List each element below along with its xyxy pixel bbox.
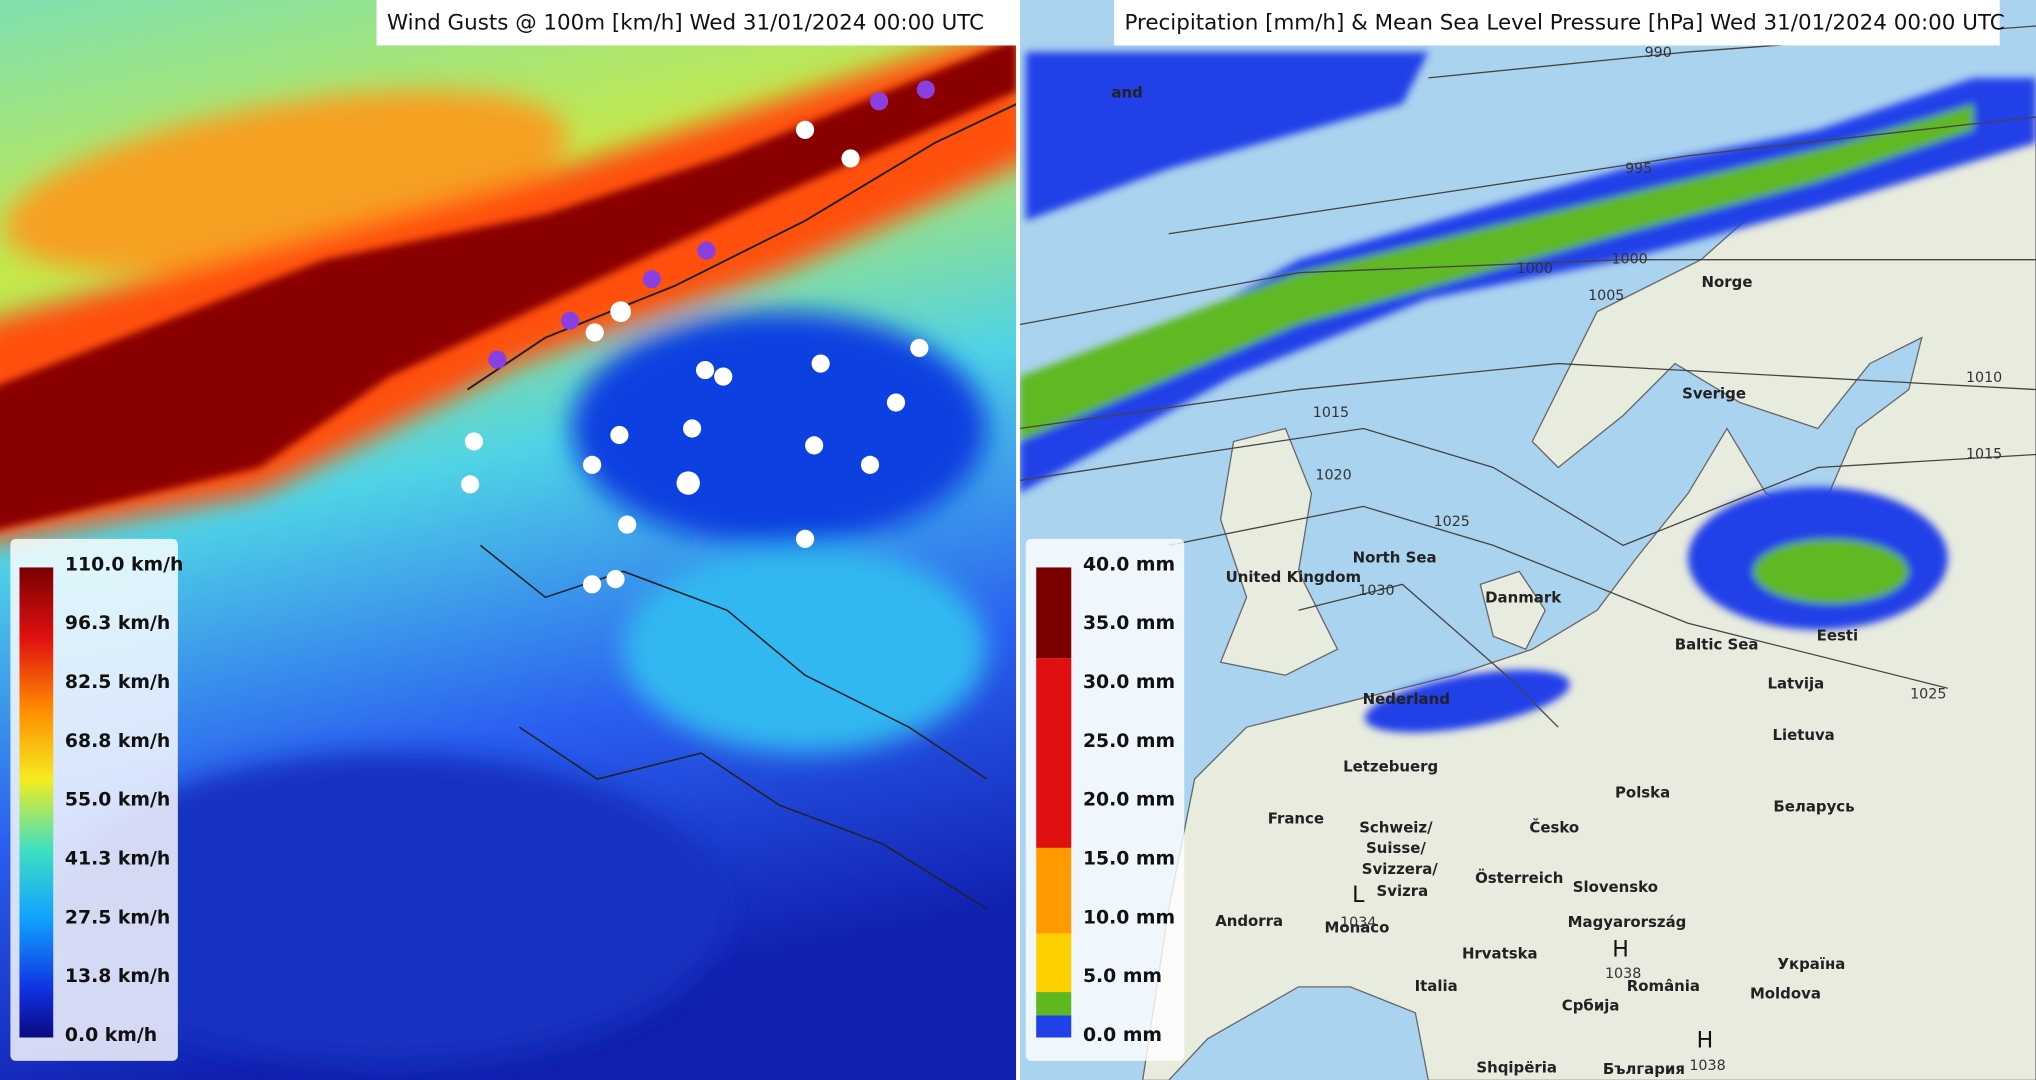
legend-label: 0.0 mm [1083, 1025, 1162, 1046]
legend-label: 5.0 mm [1083, 966, 1162, 987]
title-box [1114, 0, 2000, 46]
legend-label: 10.0 mm [1083, 907, 1175, 928]
place-label: Беларусь [1773, 798, 1854, 816]
place-label: France [1268, 809, 1324, 827]
place-label: Schweiz/ [1359, 818, 1433, 836]
legend-label: 40.0 mm [1083, 554, 1175, 575]
legend-label: 41.3 km/h [65, 848, 170, 869]
legend-label: 13.8 km/h [65, 966, 170, 987]
place-label: Polska [1615, 783, 1670, 801]
place-label: Slovensko [1573, 878, 1658, 896]
legend-label: 110.0 km/h [65, 554, 183, 575]
isobar-label: 1000 [1517, 261, 1553, 277]
place-label: Österreich [1475, 869, 1563, 887]
isobar-label: 1000 [1611, 252, 1647, 268]
isobar-label: 995 [1625, 161, 1652, 177]
legend-label: 82.5 km/h [65, 672, 170, 693]
isobar-label: 1020 [1315, 467, 1351, 483]
place-label: România [1627, 977, 1700, 995]
place-label: Україна [1777, 955, 1845, 973]
place-label: Magyarország [1568, 913, 1687, 931]
isobar-label: 1015 [1313, 405, 1349, 421]
legend-label: 0.0 km/h [65, 1025, 157, 1046]
place-label: Shqipëria [1476, 1059, 1557, 1077]
isobar-label: 1010 [1966, 370, 2002, 386]
pressure-center: H [1612, 938, 1629, 963]
place-label: Moldova [1750, 985, 1821, 1003]
isobar-label: 1038 [1689, 1058, 1725, 1074]
place-label: Lietuva [1772, 726, 1834, 744]
place-label: Suisse/ [1366, 839, 1426, 857]
isobar-label: 990 [1645, 45, 1672, 61]
legend-label: 55.0 km/h [65, 790, 170, 811]
isobar-label: 1025 [1434, 514, 1470, 530]
isobar-label: 1034 [1340, 915, 1376, 931]
legend-label: 35.0 mm [1083, 613, 1175, 634]
place-label: and [1111, 83, 1142, 101]
legend-label: 68.8 km/h [65, 731, 170, 752]
isobar-label: 1038 [1605, 966, 1641, 982]
pressure-center: L [1352, 883, 1365, 908]
place-label: Eesti [1817, 626, 1858, 644]
place-label: Latvija [1767, 674, 1824, 692]
pressure-center: H [1697, 1028, 1714, 1053]
precip-map: Precipitation [mm/h] & Mean Sea Level Pr… [1019, 0, 2036, 1080]
place-label: България [1603, 1060, 1685, 1078]
legend-label: 30.0 mm [1083, 672, 1175, 693]
legend-label: 20.0 mm [1083, 790, 1175, 811]
color-bar [19, 567, 54, 1038]
place-label: Србија [1562, 996, 1620, 1014]
place-label: Norge [1702, 273, 1753, 291]
place-label: Letzebuerg [1343, 757, 1438, 775]
legend-label: 25.0 mm [1083, 731, 1175, 752]
place-label: Hrvatska [1462, 944, 1538, 962]
panel-title: Wind Gusts @ 100m [km/h] Wed 31/01/2024 … [387, 10, 984, 35]
place-label: Monaco [1324, 918, 1389, 936]
place-label: Svizra [1377, 882, 1429, 900]
place-label: Nederland [1363, 690, 1450, 708]
place-label: Andorra [1215, 912, 1283, 930]
place-label: Svizzera/ [1362, 860, 1439, 878]
legend-label: 96.3 km/h [65, 613, 170, 634]
isobar-label: 1025 [1910, 687, 1946, 703]
title-box [376, 0, 1017, 46]
place-label: Italia [1415, 977, 1458, 995]
place-label: North Sea [1353, 548, 1437, 566]
color-bar [1036, 567, 1072, 1038]
isobar-label: 1015 [1966, 446, 2002, 462]
legend-label: 15.0 mm [1083, 848, 1175, 869]
isobar-label: 1005 [1588, 288, 1624, 304]
place-label: Česko [1529, 818, 1579, 836]
place-label: Baltic Sea [1675, 635, 1759, 653]
legend-label: 27.5 km/h [65, 907, 170, 928]
wind-map: Wind Gusts @ 100m [km/h] Wed 31/01/2024 … [0, 0, 1017, 1080]
place-label: Danmark [1485, 589, 1562, 607]
place-label: United Kingdom [1226, 568, 1361, 586]
panel-title: Precipitation [mm/h] & Mean Sea Level Pr… [1125, 10, 2005, 35]
isobar-label: 1030 [1358, 583, 1394, 599]
place-label: Sverige [1682, 385, 1746, 403]
